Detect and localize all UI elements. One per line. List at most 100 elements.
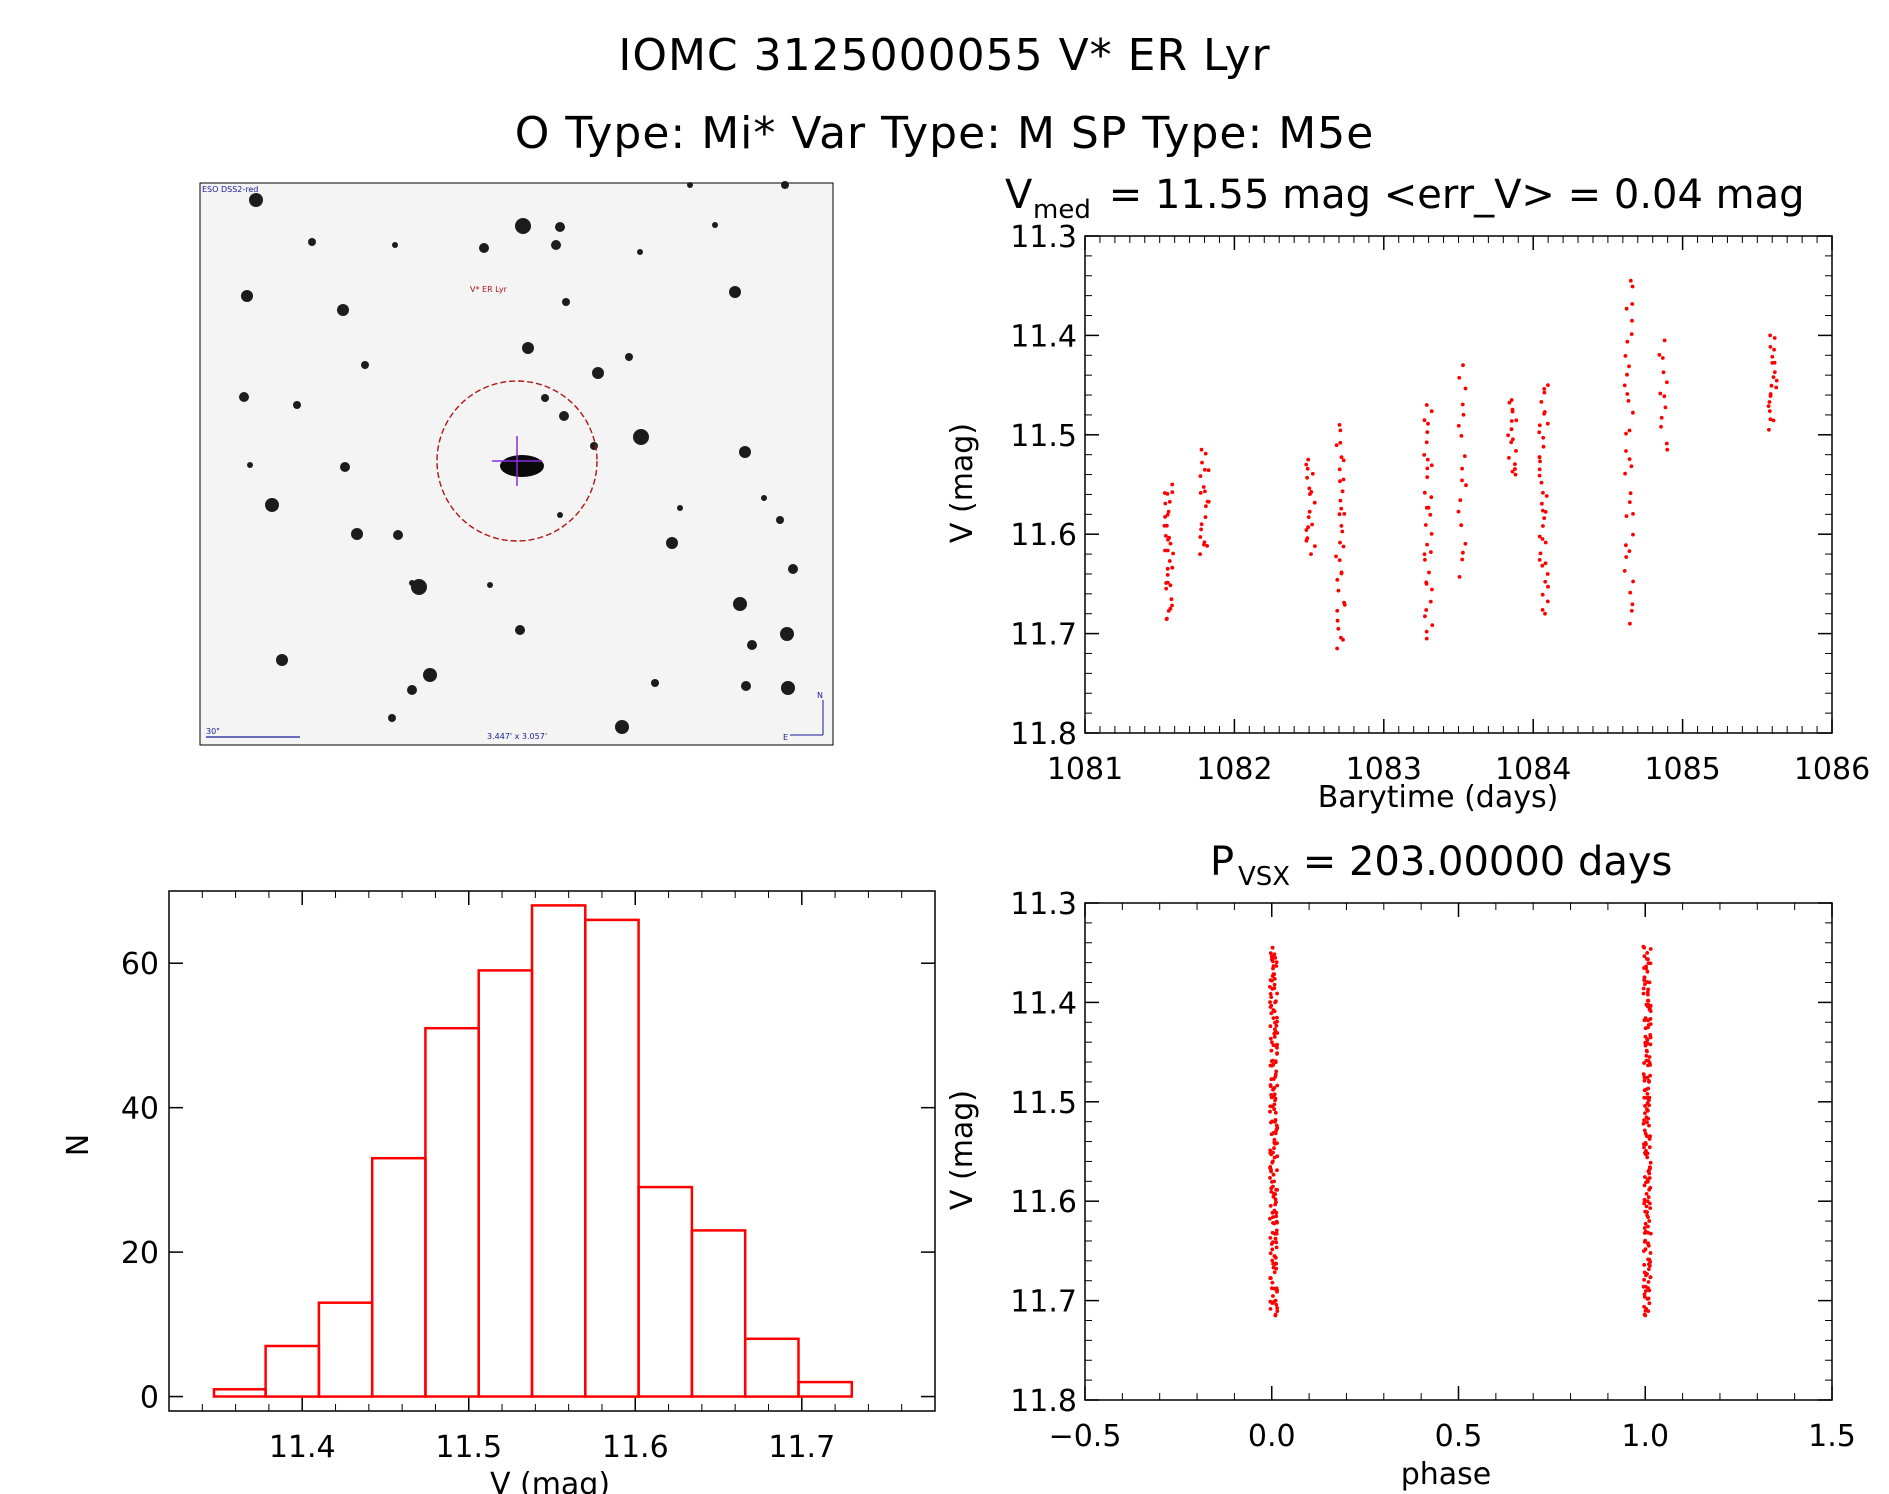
phased-point bbox=[1268, 1005, 1273, 1009]
phased-point bbox=[1268, 1176, 1272, 1180]
phased-axes: −0.5 0.0 0.5 1.0 1.5 11.3 11.4 11.5 11.6 11.7 11.8 bbox=[1010, 887, 1856, 1454]
phased-point bbox=[1642, 1078, 1647, 1083]
lightcurve-ylabel: V (mag) bbox=[945, 423, 980, 543]
lightcurve-point bbox=[1459, 434, 1464, 438]
lightcurve-point bbox=[1203, 451, 1208, 456]
lightcurve-point bbox=[1630, 318, 1634, 323]
phased-point bbox=[1273, 956, 1278, 960]
phased-point bbox=[1643, 1308, 1648, 1313]
histogram-bar bbox=[637, 1185, 694, 1398]
phased-point bbox=[1646, 1025, 1650, 1030]
phased-point bbox=[1645, 1075, 1650, 1080]
phased-point bbox=[1642, 1277, 1646, 1282]
light-curve-panel: V med = 11.55 mag <err_V> = 0.04 mag 108… bbox=[945, 172, 1870, 815]
lightcurve-point bbox=[1627, 457, 1632, 461]
phased-ytick-label: 11.6 bbox=[1010, 1185, 1077, 1220]
phased-point bbox=[1271, 1016, 1276, 1020]
phased-point bbox=[1648, 1017, 1653, 1021]
phased-point bbox=[1271, 1240, 1275, 1244]
lightcurve-point bbox=[1200, 460, 1204, 465]
lightcurve-point bbox=[1665, 380, 1669, 385]
lightcurve-point bbox=[1166, 509, 1171, 514]
phased-point bbox=[1274, 1187, 1278, 1192]
lightcurve-point bbox=[1171, 551, 1175, 556]
lightcurve-point bbox=[1624, 449, 1628, 453]
lightcurve-point bbox=[1627, 364, 1631, 369]
phased-point bbox=[1644, 1048, 1649, 1053]
star bbox=[276, 654, 288, 666]
phased-point bbox=[1642, 978, 1647, 983]
lightcurve-point bbox=[1162, 523, 1167, 528]
phased-point bbox=[1275, 1031, 1280, 1035]
phased-point bbox=[1642, 1183, 1647, 1188]
histogram-bar bbox=[530, 904, 587, 1398]
histogram-ytick-label: 40 bbox=[121, 1092, 159, 1127]
phased-point bbox=[1641, 1072, 1646, 1076]
lightcurve-point bbox=[1543, 561, 1548, 566]
phased-point bbox=[1645, 1151, 1650, 1156]
lightcurve-point bbox=[1335, 608, 1340, 613]
lightcurve-point bbox=[1312, 500, 1317, 505]
star bbox=[776, 516, 784, 524]
lightcurve-point bbox=[1630, 302, 1635, 306]
lightcurve-point bbox=[1339, 455, 1344, 460]
lightcurve-point bbox=[1198, 474, 1203, 478]
phased-point bbox=[1274, 1214, 1279, 1219]
phased-point bbox=[1270, 1280, 1275, 1285]
phased-point bbox=[1646, 1086, 1651, 1091]
lightcurve-point bbox=[1167, 535, 1171, 540]
lightcurve-point bbox=[1337, 512, 1342, 517]
lightcurve-point bbox=[1169, 597, 1174, 602]
lightcurve-point bbox=[1198, 552, 1202, 556]
lightcurve-point bbox=[1202, 542, 1206, 547]
phased-point bbox=[1269, 1186, 1274, 1191]
phased-title-rest: = 203.00000 days bbox=[1290, 839, 1672, 885]
lightcurve-point bbox=[1622, 383, 1627, 388]
star bbox=[733, 597, 747, 611]
phased-point bbox=[1642, 1201, 1646, 1206]
finder-chart: ESO DSS2-red V* ER Lyr 30" 3.447' x 3.05… bbox=[199, 181, 834, 746]
phased-point bbox=[1272, 982, 1277, 987]
phased-xtick-label: −0.5 bbox=[1049, 1419, 1122, 1454]
star bbox=[687, 182, 693, 188]
lightcurve-point bbox=[1203, 489, 1207, 494]
lightcurve-point bbox=[1624, 431, 1628, 436]
star bbox=[265, 498, 279, 512]
phased-point bbox=[1647, 1166, 1652, 1171]
star bbox=[677, 505, 683, 511]
phased-point bbox=[1648, 1009, 1653, 1013]
lightcurve-point bbox=[1165, 492, 1170, 496]
lightcurve-xtick-label: 1082 bbox=[1196, 752, 1272, 787]
phased-point bbox=[1645, 1101, 1650, 1105]
phased-point bbox=[1275, 1019, 1279, 1024]
lightcurve-point bbox=[1341, 637, 1345, 642]
lightcurve-point bbox=[1631, 410, 1635, 415]
phased-point bbox=[1644, 1192, 1649, 1196]
lightcurve-point bbox=[1460, 402, 1465, 407]
phased-point bbox=[1648, 1201, 1652, 1206]
star bbox=[637, 249, 643, 255]
histogram-bar bbox=[264, 1344, 321, 1398]
star bbox=[788, 564, 798, 574]
lightcurve-point bbox=[1165, 616, 1169, 621]
lightcurve-point bbox=[1305, 466, 1310, 471]
lightcurve-point bbox=[1659, 424, 1663, 429]
lightcurve-point bbox=[1509, 427, 1514, 432]
object-types-subtitle: O Type: Mi* Var Type: M SP Type: M5e bbox=[514, 108, 1375, 159]
lightcurve-point bbox=[1424, 403, 1429, 407]
lightcurve-point bbox=[1627, 428, 1632, 433]
lightcurve-point bbox=[1513, 467, 1517, 471]
lightcurve-point bbox=[1542, 387, 1547, 391]
lightcurve-point bbox=[1307, 509, 1312, 514]
phased-point bbox=[1644, 1053, 1649, 1058]
lightcurve-point bbox=[1631, 512, 1635, 516]
lightcurve-point bbox=[1306, 457, 1311, 462]
lightcurve-point bbox=[1428, 512, 1433, 517]
phased-xlabel: phase bbox=[1401, 1457, 1492, 1492]
phased-point bbox=[1269, 995, 1274, 999]
phased-point bbox=[1644, 1204, 1649, 1209]
lightcurve-point bbox=[1164, 581, 1168, 585]
phased-point bbox=[1646, 961, 1651, 965]
lightcurve-point bbox=[1768, 417, 1773, 422]
phased-point bbox=[1642, 1145, 1646, 1150]
